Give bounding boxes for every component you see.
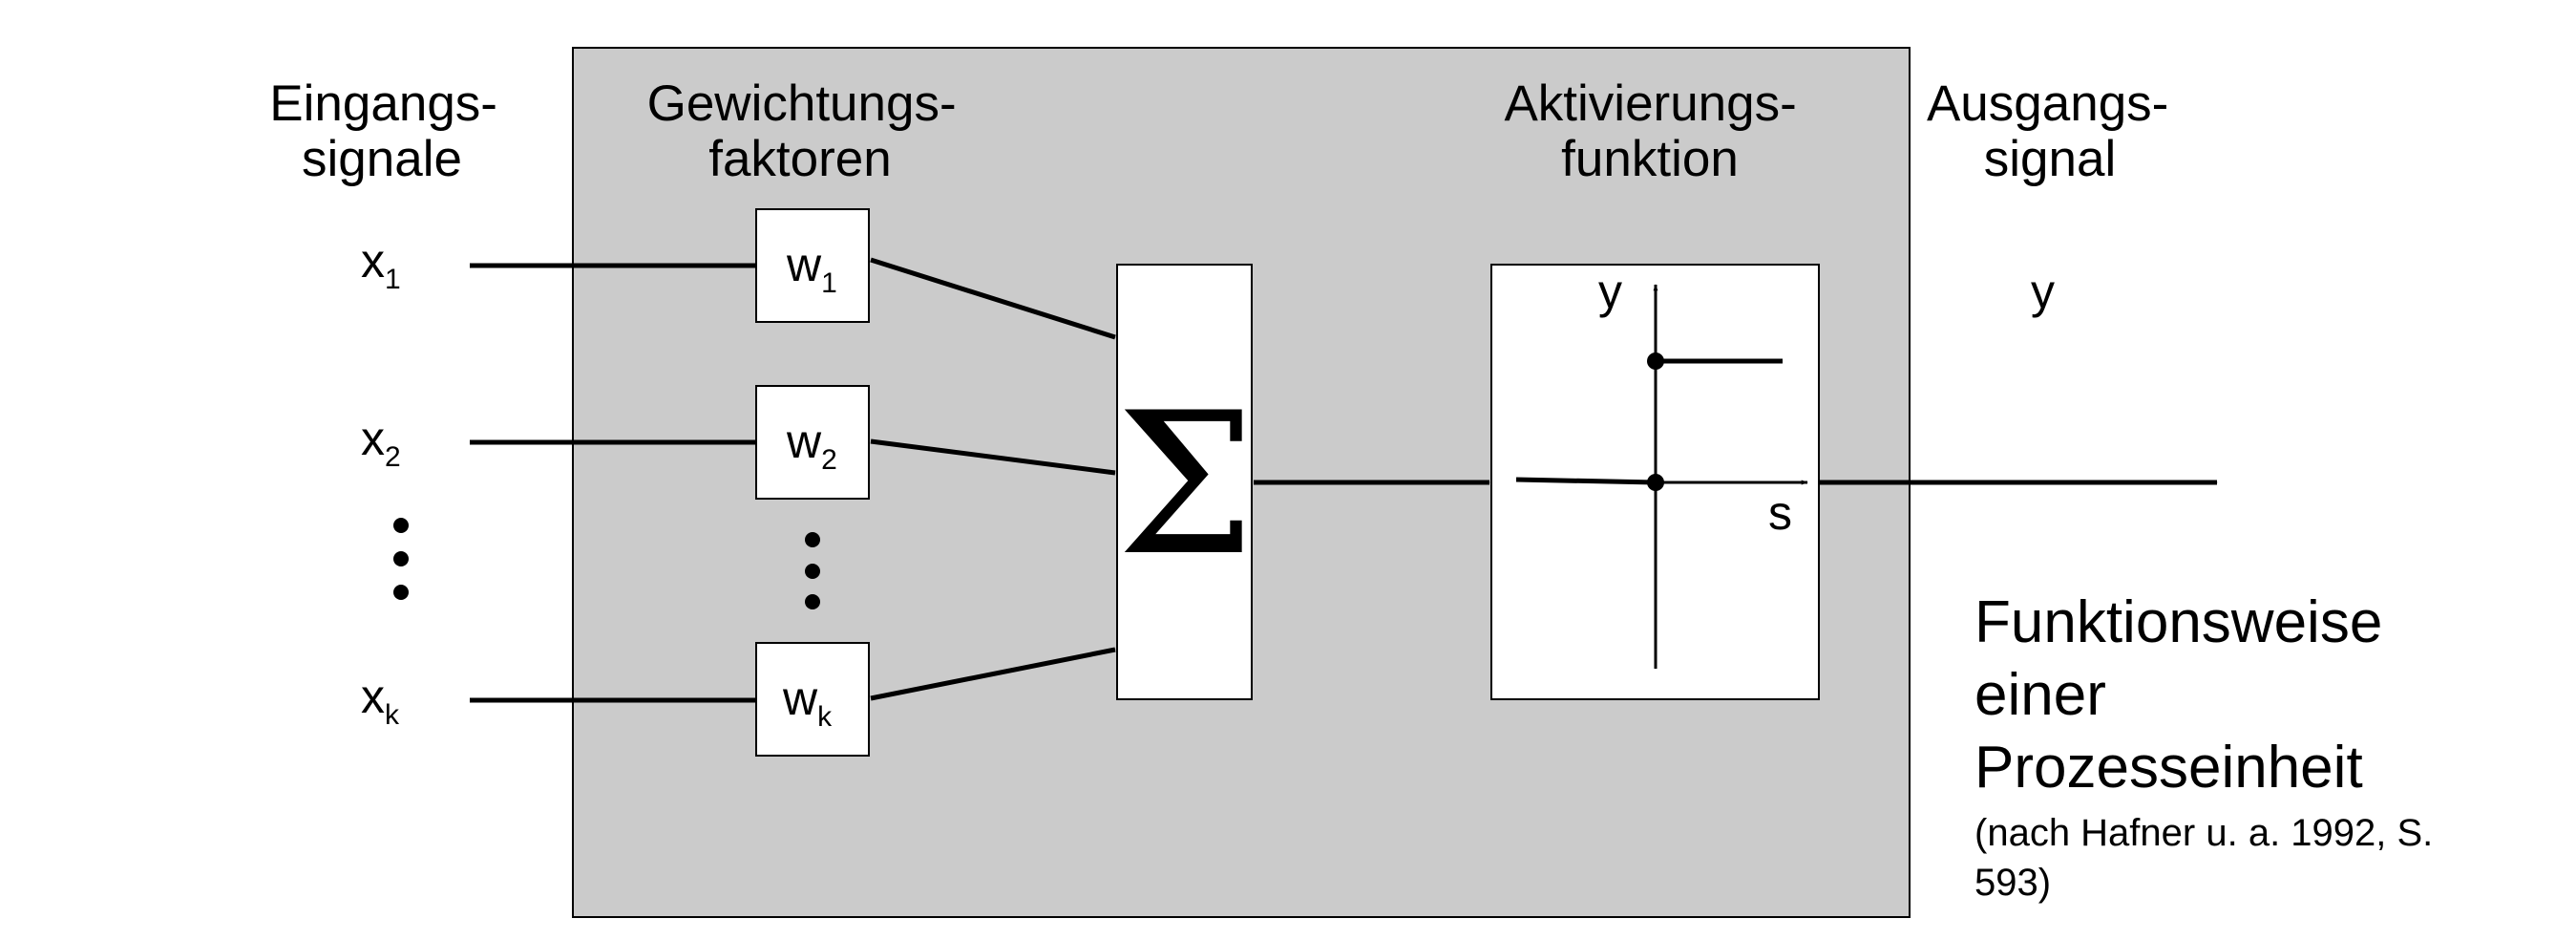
weight-box-2: w2 [755,385,870,500]
caption-source: (nach Hafner u. a. 1992, S. 593) [1974,812,2434,904]
activation-low-branch [1515,477,1657,485]
input-ellipsis-dots [393,518,409,600]
sigma-symbol: Σ [1117,372,1256,599]
weight-box-k: wk [755,642,870,757]
weight-to-sum-arrow-k [870,647,1116,701]
activation-s-label: s [1768,486,1792,540]
activation-origin-dot [1647,474,1664,491]
input-label-2: x2 [361,412,401,473]
input-label-k: xk [361,670,400,731]
diagram-caption: Funktionsweise einer Prozesseinheit (nac… [1974,587,2509,908]
input-label-1: x1 [361,234,401,295]
weight-to-sum-arrow-2 [870,438,1116,476]
output-label: y [2031,265,2055,318]
activation-y-label: y [1598,265,1622,318]
activation-header: Aktivierungs- funktion [1504,75,1810,187]
weights-header: Gewichtungs- faktoren [647,75,971,187]
svg-text:w2: w2 [786,415,837,476]
weight-box-1: w1 [755,208,870,323]
activation-function-box: y s [1490,264,1820,700]
activation-step-dot [1647,352,1664,370]
output-header: Ausgangs- signal [1927,75,2183,187]
svg-text:wk: wk [782,672,833,733]
weight-to-sum-arrow-1 [870,257,1116,340]
caption-title: Funktionsweise einer Prozesseinheit [1974,589,2383,801]
weight-ellipsis-dots [805,532,820,609]
inputs-header: Eingangs- signale [269,75,511,187]
summation-box: Σ [1116,264,1256,700]
svg-text:w1: w1 [786,238,837,299]
